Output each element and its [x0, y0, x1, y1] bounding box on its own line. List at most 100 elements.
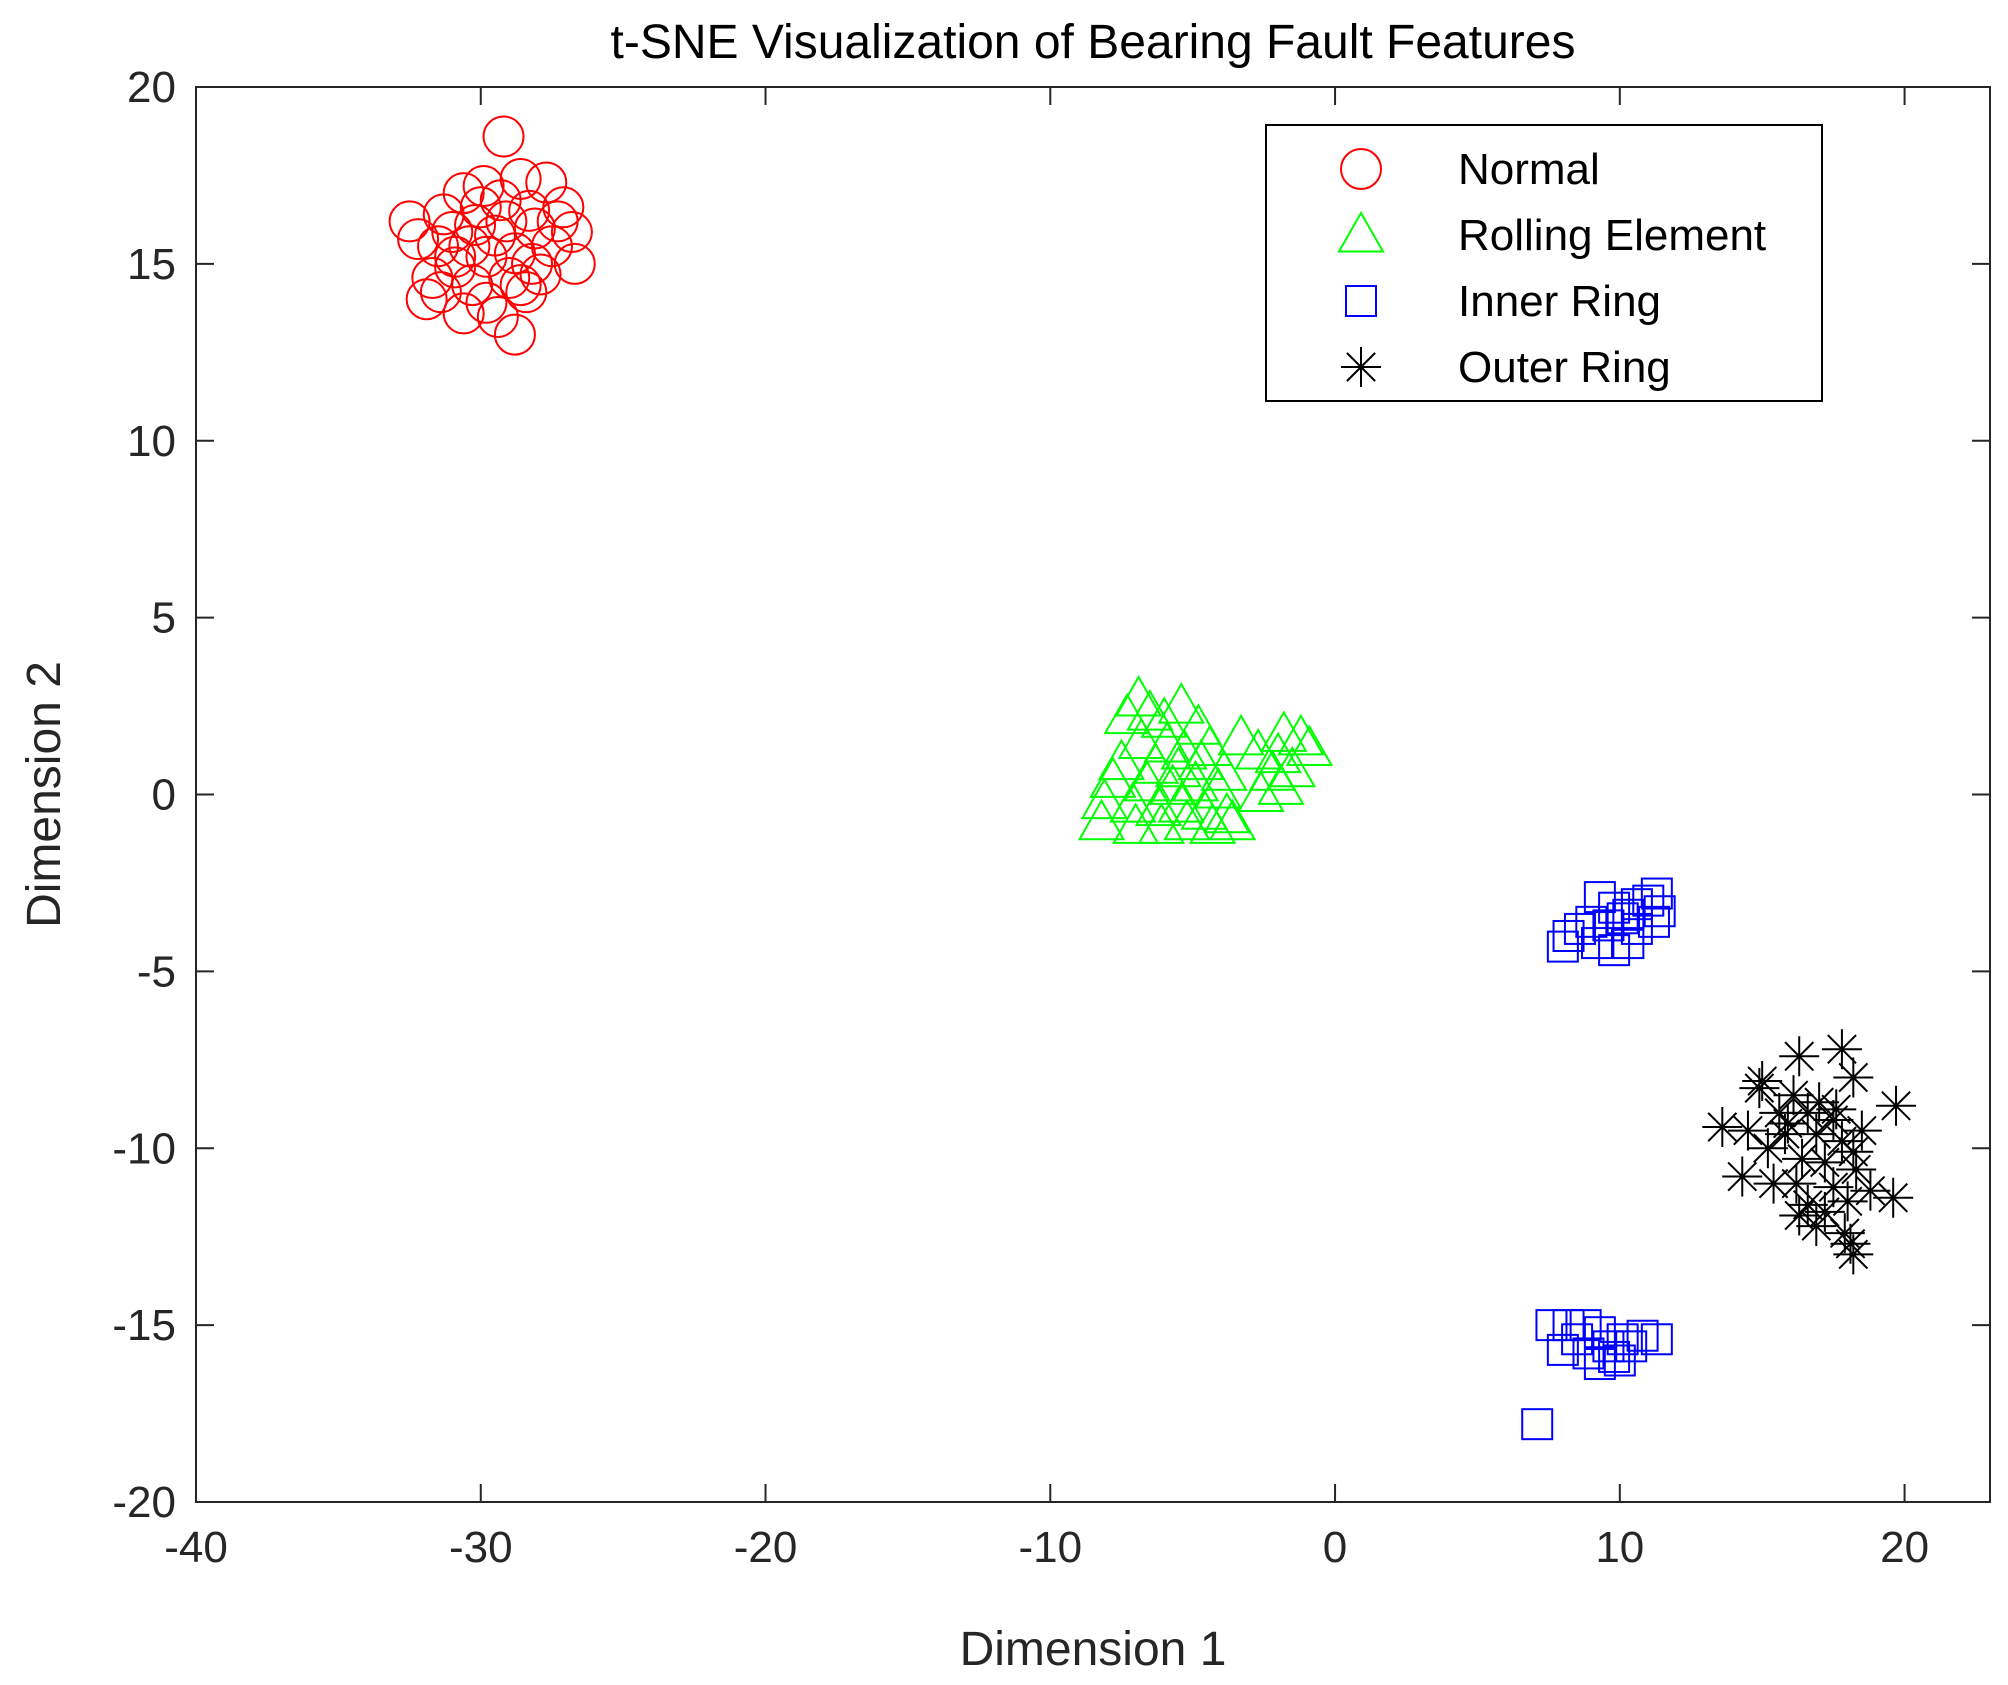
data-point-outer-ring: [1722, 1156, 1763, 1197]
data-point-rolling-element: [1277, 713, 1325, 756]
data-markers: [388, 115, 1917, 1441]
x-tick-label: -30: [449, 1523, 513, 1572]
data-point-inner-ring: [1581, 927, 1614, 960]
data-point-rolling-element: [1117, 717, 1166, 759]
data-point-outer-ring: [1727, 1110, 1768, 1151]
data-point-rolling-element: [1157, 682, 1205, 724]
data-point-outer-ring: [1796, 1206, 1837, 1247]
data-point-normal: [405, 278, 448, 321]
data-point-inner-ring: [1603, 1344, 1636, 1377]
data-point-normal: [511, 242, 554, 285]
y-tick-label: -5: [137, 947, 176, 996]
x-axis: -40 -30 -20 -10 0 10 20: [164, 87, 1929, 1572]
data-point-normal: [431, 211, 474, 254]
data-point-rolling-element: [1080, 777, 1129, 820]
data-point-inner-ring: [1598, 934, 1631, 967]
legend-label-rolling-element: Rolling Element: [1458, 211, 1766, 260]
data-point-normal: [451, 264, 494, 307]
y-axis: -20 -15 -10 -5 0 5 10 15 20: [112, 63, 1990, 1527]
data-point-rolling-element: [1097, 738, 1146, 781]
data-point-outer-ring: [1876, 1085, 1917, 1126]
legend-label-outer-ring: Outer Ring: [1458, 343, 1671, 392]
x-tick-label: -40: [164, 1523, 228, 1572]
data-point-rolling-element: [1103, 692, 1151, 735]
data-point-outer-ring: [1702, 1107, 1743, 1148]
legend: Normal Rolling Element Inner Ring Outer Rin…: [1265, 124, 1823, 402]
data-point-inner-ring: [1640, 877, 1673, 910]
y-tick-label: 5: [152, 594, 176, 643]
data-point-outer-ring: [1873, 1177, 1914, 1218]
x-tick-label: 0: [1323, 1523, 1347, 1572]
series-outer-ring: [1702, 1029, 1917, 1275]
data-point-rolling-element: [1200, 749, 1248, 791]
data-point-outer-ring: [1782, 1138, 1823, 1179]
data-point-outer-ring: [1827, 1181, 1868, 1222]
data-point-outer-ring: [1841, 1110, 1882, 1151]
legend-marker-normal: [1340, 148, 1382, 190]
data-point-rolling-element: [1203, 791, 1251, 834]
data-point-normal: [505, 271, 548, 314]
data-point-outer-ring: [1850, 1170, 1891, 1211]
data-point-normal: [454, 203, 497, 246]
legend-box: [1265, 124, 1823, 402]
data-point-outer-ring: [1759, 1092, 1800, 1133]
data-point-rolling-element: [1140, 696, 1188, 738]
data-point-normal: [485, 200, 528, 243]
data-point-inner-ring: [1583, 1348, 1616, 1381]
data-point-normal: [476, 295, 519, 338]
legend-entry-rolling-element: Rolling Element: [1337, 210, 1766, 260]
data-point-outer-ring: [1833, 1057, 1874, 1098]
data-point-normal: [422, 193, 465, 236]
legend-entry-normal: Normal: [1340, 145, 1600, 194]
y-tick-label: 20: [127, 63, 176, 112]
data-point-rolling-element: [1149, 763, 1197, 805]
data-point-normal: [465, 281, 508, 324]
data-point-rolling-element: [1123, 759, 1171, 802]
data-point-normal: [459, 186, 502, 229]
data-point-rolling-element: [1260, 710, 1308, 752]
data-point-normal: [493, 313, 536, 356]
data-point-rolling-element: [1171, 759, 1220, 802]
data-point-outer-ring: [1836, 1149, 1877, 1190]
data-point-outer-ring: [1821, 1029, 1862, 1070]
data-point-normal: [442, 292, 485, 335]
data-point-outer-ring: [1779, 1195, 1820, 1236]
series-rolling-element: [1077, 674, 1334, 844]
data-point-outer-ring: [1739, 1068, 1780, 1109]
data-point-outer-ring: [1747, 1128, 1788, 1169]
axes-box: [195, 86, 1991, 1503]
legend-marker-inner-ring: [1345, 285, 1377, 317]
legend-label-inner-ring: Inner Ring: [1458, 277, 1661, 326]
data-point-rolling-element: [1131, 742, 1180, 784]
data-point-rolling-element: [1208, 798, 1257, 841]
data-point-normal: [525, 161, 568, 204]
y-tick-label: 0: [152, 771, 176, 820]
data-point-rolling-element: [1134, 784, 1183, 827]
data-point-inner-ring: [1521, 1408, 1554, 1441]
data-point-normal: [519, 253, 562, 296]
data-point-inner-ring: [1637, 905, 1670, 938]
data-point-normal: [499, 264, 542, 307]
data-point-rolling-element: [1109, 781, 1157, 823]
data-point-normal: [482, 115, 525, 158]
series-inner-ring: [1521, 877, 1676, 1441]
legend-entry-outer-ring: Outer Ring: [1341, 343, 1671, 392]
data-point-inner-ring: [1546, 930, 1579, 963]
y-tick-label: 10: [127, 417, 176, 466]
legend-entry-inner-ring: Inner Ring: [1345, 277, 1661, 326]
y-tick-label: -15: [112, 1301, 176, 1350]
data-point-outer-ring: [1742, 1061, 1783, 1102]
data-point-inner-ring: [1643, 895, 1676, 928]
data-point-normal: [411, 257, 454, 300]
y-tick-label: -20: [112, 1478, 176, 1527]
legend-marker-outer-ring: [1341, 347, 1381, 387]
data-point-inner-ring: [1546, 1333, 1579, 1366]
data-point-normal: [553, 242, 596, 285]
data-point-rolling-element: [1126, 689, 1174, 731]
data-point-rolling-element: [1077, 798, 1126, 841]
data-point-rolling-element: [1089, 756, 1137, 798]
data-point-outer-ring: [1779, 1036, 1820, 1077]
data-point-outer-ring: [1824, 1213, 1865, 1254]
chart-title: t-SNE Visualization of Bearing Fault Fea…: [611, 16, 1576, 69]
